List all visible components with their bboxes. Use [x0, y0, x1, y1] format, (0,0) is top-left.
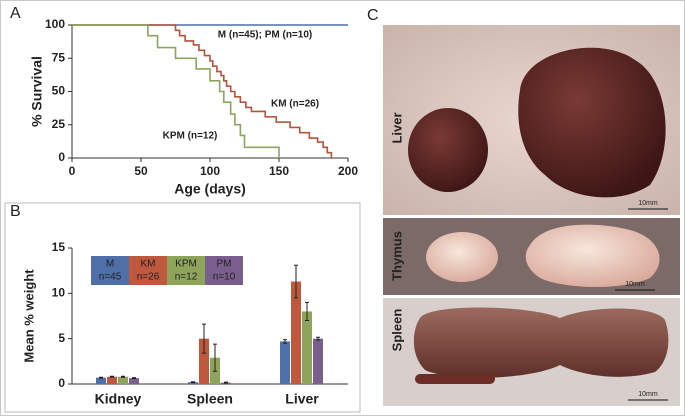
photo-thymus [383, 218, 680, 295]
series-label: KPM (n=12) [163, 131, 218, 142]
legend-n: n=26 [137, 272, 160, 283]
y-tick-label: 50 [52, 84, 66, 98]
error-bar [191, 381, 195, 384]
error-bar [110, 375, 114, 378]
error-bar [294, 264, 298, 299]
survival-line [72, 24, 280, 158]
legend-swatch [91, 256, 129, 285]
y-tick-label: 5 [58, 331, 65, 345]
bar [107, 376, 117, 384]
y-axis-label: Mean % weight [21, 269, 36, 363]
y-tick-label: 100 [45, 17, 65, 31]
scale-bars [615, 208, 668, 401]
y-tick-label: 25 [52, 117, 66, 131]
y-axis-label: % Survival [29, 56, 45, 127]
bar [118, 376, 128, 384]
bar [129, 378, 139, 384]
error-bar [121, 375, 125, 378]
legend-label: PM [217, 259, 232, 270]
legend-swatch [205, 256, 243, 285]
scale-label: 10mm [638, 391, 658, 398]
series-label: M (n=45); PM (n=10) [218, 30, 312, 41]
y-tick-label: 15 [52, 240, 66, 254]
photo-liver [383, 25, 680, 215]
organ-label: Liver [389, 112, 404, 143]
bar [280, 341, 290, 384]
legend-swatch [129, 256, 167, 285]
x-tick-label: 200 [338, 164, 358, 178]
x-axis-label: Age (days) [174, 181, 246, 197]
legend-label: KM [141, 259, 156, 270]
organ-label: Spleen [389, 309, 404, 352]
error-bar [316, 336, 320, 341]
y-tick-label: 0 [58, 150, 65, 164]
panel-label: C [367, 7, 379, 24]
legend-n: n=45 [99, 272, 122, 283]
error-bar [283, 339, 287, 344]
y-tick-label: 75 [52, 50, 66, 64]
survival-line [72, 24, 333, 158]
scale-label: 10mm [625, 281, 645, 288]
y-tick-label: 10 [52, 286, 66, 300]
x-tick-label: 50 [134, 164, 148, 178]
x-tick-label: Spleen [187, 391, 233, 407]
bar [302, 311, 312, 384]
panel-b-border [4, 202, 361, 413]
bar [291, 281, 301, 384]
panel-label: A [10, 5, 21, 22]
legend-n: n=10 [213, 272, 236, 283]
legend-label: M [106, 259, 114, 270]
x-tick-label: 150 [269, 164, 289, 178]
photo-spleen [383, 298, 680, 406]
y-tick-label: 0 [58, 376, 65, 390]
error-bar [224, 381, 228, 384]
bar [96, 377, 106, 384]
x-tick-label: Kidney [95, 391, 142, 407]
x-tick-label: 0 [69, 164, 76, 178]
organ-label: Thymus [389, 231, 404, 281]
bar [199, 338, 209, 384]
legend-n: n=12 [175, 272, 198, 283]
x-tick-label: 100 [200, 164, 220, 178]
error-bar [213, 343, 217, 372]
panel-label: B [10, 203, 21, 220]
legend-swatch [167, 256, 205, 285]
scale-label: 10mm [638, 200, 658, 207]
series-label: KM (n=26) [271, 99, 319, 110]
error-bar [305, 301, 309, 322]
error-bar [202, 323, 206, 354]
legend-label: KPM [175, 259, 197, 270]
error-bar [132, 377, 136, 380]
x-tick-label: Liver [285, 391, 319, 407]
error-bar [99, 376, 103, 379]
bar [313, 338, 323, 384]
